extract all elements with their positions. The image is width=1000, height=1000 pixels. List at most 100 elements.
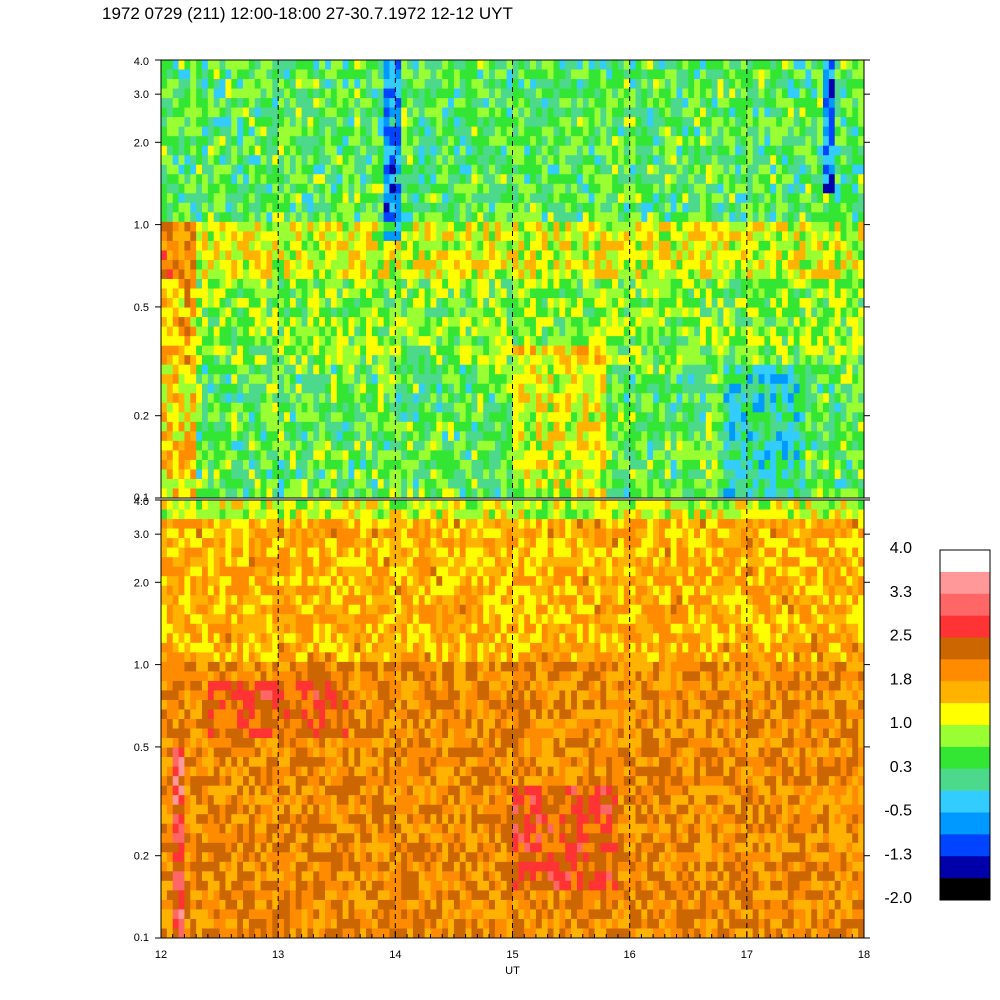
heatmap-cell — [366, 393, 373, 404]
heatmap-cell — [688, 240, 695, 251]
heatmap-cell — [395, 440, 402, 451]
heatmap-cell — [699, 336, 707, 347]
heatmap-cell — [506, 259, 513, 270]
heatmap-cell — [295, 478, 302, 489]
heatmap-cell — [401, 431, 408, 442]
heatmap-cell — [670, 288, 677, 299]
heatmap-cell — [231, 326, 238, 337]
heatmap-cell — [219, 60, 226, 70]
heatmap-cell — [776, 488, 783, 499]
heatmap-cell — [676, 488, 683, 499]
heatmap-cell — [735, 279, 742, 289]
heatmap-cell — [272, 469, 279, 480]
heatmap-cell — [190, 117, 197, 128]
heatmap-cell — [348, 459, 355, 470]
heatmap-cell — [776, 383, 783, 394]
heatmap-cell — [764, 478, 771, 489]
heatmap-cell — [571, 288, 578, 299]
heatmap-cell — [571, 98, 578, 109]
heatmap-cell — [746, 79, 754, 89]
heatmap-cell — [699, 307, 707, 318]
heatmap-cell — [477, 317, 484, 328]
heatmap-cell — [260, 431, 267, 442]
heatmap-cell — [325, 326, 332, 337]
heatmap-cell — [430, 488, 437, 499]
heatmap-cell — [442, 412, 449, 423]
heatmap-cell — [330, 117, 338, 128]
heatmap-cell — [330, 269, 338, 280]
heatmap-cell — [641, 164, 648, 175]
heatmap-cell — [442, 402, 449, 413]
heatmap-cell — [729, 374, 736, 385]
heatmap-cell — [248, 259, 256, 270]
heatmap-cell — [166, 364, 174, 375]
heatmap-cell — [494, 107, 502, 118]
heatmap-cell — [330, 88, 338, 99]
heatmap-cell — [647, 440, 654, 451]
heatmap-cell — [166, 288, 174, 299]
heatmap-cell — [653, 393, 660, 404]
heatmap-cell — [764, 288, 771, 299]
heatmap-cell — [354, 431, 361, 442]
heatmap-cell — [401, 193, 408, 204]
heatmap-cell — [442, 355, 449, 366]
heatmap-cell — [278, 288, 285, 299]
heatmap-cell — [161, 298, 168, 308]
heatmap-cell — [676, 421, 683, 432]
heatmap-cell — [535, 259, 543, 270]
heatmap-cell — [272, 450, 279, 461]
heatmap-cell — [260, 383, 267, 394]
heatmap-cell — [764, 345, 771, 356]
heatmap-cell — [489, 221, 496, 232]
heatmap-cell — [319, 136, 326, 147]
heatmap-cell — [518, 126, 525, 137]
heatmap-cell — [295, 317, 302, 328]
heatmap-cell — [688, 459, 695, 470]
heatmap-cell — [483, 298, 490, 308]
heatmap-cell — [166, 88, 174, 99]
heatmap-cell — [418, 202, 426, 213]
heatmap-cell — [243, 383, 250, 394]
heatmap-cell — [658, 164, 666, 175]
heatmap-cell — [781, 212, 789, 223]
heatmap-cell — [664, 288, 672, 299]
heatmap-cell — [325, 212, 332, 223]
heatmap-cell — [313, 174, 320, 185]
heatmap-cell — [512, 221, 519, 232]
heatmap-cell — [412, 317, 420, 328]
heatmap-cell — [465, 307, 472, 318]
heatmap-cell — [471, 107, 478, 118]
heatmap-cell — [424, 450, 431, 461]
heatmap-cell — [453, 117, 461, 128]
heatmap-cell — [670, 174, 677, 185]
heatmap-cell — [225, 288, 232, 299]
heatmap-cell — [348, 98, 355, 109]
heatmap-cell — [342, 307, 349, 318]
heatmap-cell — [653, 307, 660, 318]
heatmap-cell — [688, 79, 695, 89]
heatmap-cell — [682, 336, 689, 347]
heatmap-cell — [781, 202, 789, 213]
heatmap-cell — [389, 478, 396, 489]
heatmap-cell — [383, 374, 390, 385]
heatmap-cell — [541, 440, 549, 451]
heatmap-cell — [500, 288, 508, 299]
heatmap-cell — [717, 336, 724, 347]
heatmap-cell — [647, 450, 654, 461]
heatmap-cell — [705, 478, 713, 489]
heatmap-cell — [407, 421, 414, 432]
heatmap-cell — [582, 326, 590, 337]
heatmap-cell — [360, 317, 367, 328]
heatmap-cell — [289, 212, 297, 223]
heatmap-cell — [284, 478, 291, 489]
heatmap-cell — [284, 164, 291, 175]
heatmap-cell — [582, 307, 590, 318]
heatmap-cell — [506, 79, 513, 89]
heatmap-cell — [623, 393, 631, 404]
heatmap-cell — [459, 336, 467, 347]
heatmap-cell — [284, 183, 291, 194]
heatmap-cell — [500, 202, 508, 213]
heatmap-cell — [635, 440, 642, 451]
heatmap-cell — [582, 69, 590, 80]
heatmap-cell — [383, 174, 390, 185]
